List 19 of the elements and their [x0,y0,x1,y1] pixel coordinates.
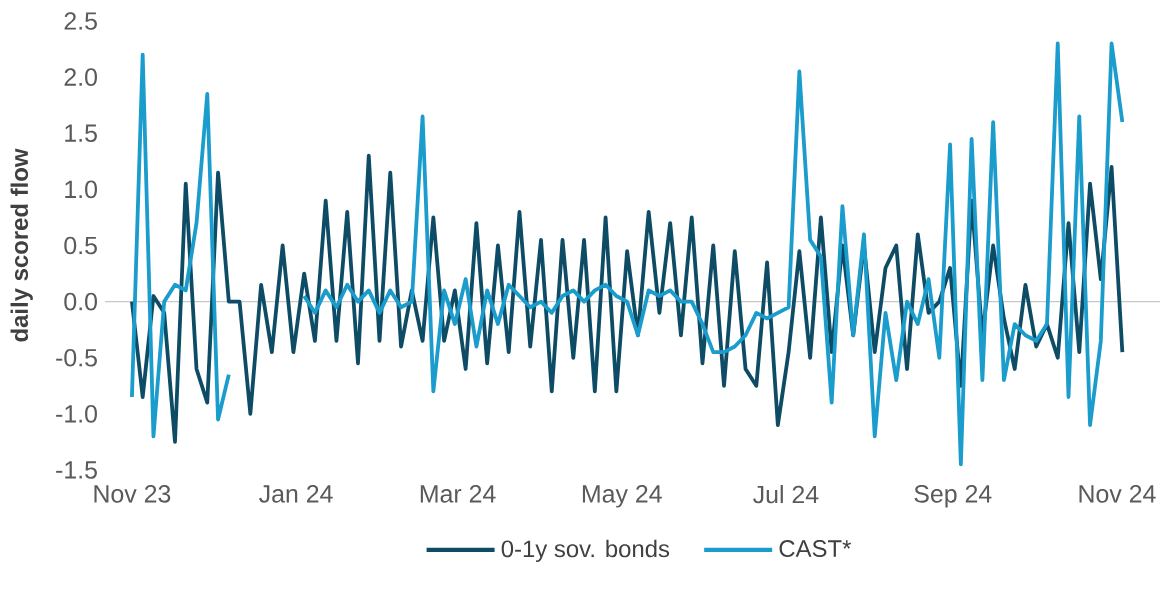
x-tick-label: Jul 24 [753,485,819,504]
y-tick-label: -1.0 [56,405,97,423]
y-tick-label: 0.0 [64,292,97,311]
y-tick-label: 2.5 [64,12,97,30]
x-tick-label: Sep 24 [914,485,992,508]
y-axis-title: daily scored flow [10,148,33,342]
legend-label: CAST* [779,540,852,557]
y-tick-label: 1.0 [65,180,97,199]
legend-label: 0-1y sov. bonds [501,539,670,563]
y-tick-label: -0.5 [56,348,97,367]
y-tick-label: -1.5 [56,461,97,479]
x-tick-label: Jan 24 [259,485,333,503]
y-tick-label: 2.0 [64,68,97,86]
x-tick-label: Mar 24 [420,485,496,503]
x-tick-label: Nov 24 [1079,485,1156,503]
x-tick-label: Nov 23 [94,485,171,503]
x-tick-label: May 24 [582,485,662,508]
y-tick-label: 0.5 [64,236,97,255]
y-tick-label: 1.5 [65,124,97,142]
